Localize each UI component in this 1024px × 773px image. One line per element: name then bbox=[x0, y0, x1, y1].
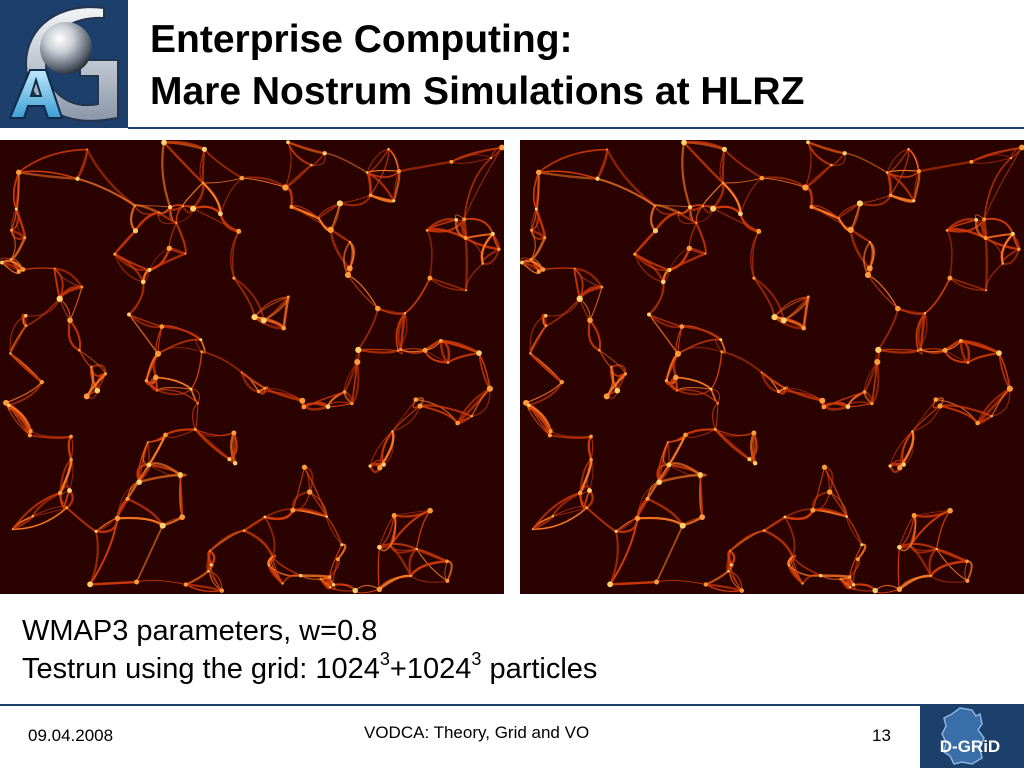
page-number: 13 bbox=[872, 726, 891, 745]
caption-line-1: WMAP3 parameters, w=0.8 bbox=[22, 615, 378, 647]
title-line-1: Enterprise Computing: bbox=[150, 18, 573, 61]
footer-divider bbox=[0, 704, 920, 706]
header-divider bbox=[128, 127, 1024, 129]
svg-text:D-GRiD: D-GRiD bbox=[940, 737, 1000, 756]
footer-date: 09.04.2008 bbox=[28, 726, 114, 745]
ag-logo bbox=[0, 0, 128, 128]
footer-title: VODCA: Theory, Grid and VO bbox=[364, 723, 590, 742]
title-line-2: Mare Nostrum Simulations at HLRZ bbox=[150, 70, 805, 113]
d-grid-logo: D-GRiD bbox=[920, 704, 1024, 768]
simulation-image-left bbox=[0, 140, 504, 594]
caption-line-2-prefix: Testrun using the grid: 1024 bbox=[22, 653, 380, 685]
exponent-2: 3 bbox=[471, 649, 482, 669]
slide-title: Enterprise Computing: Mare Nostrum Simul… bbox=[150, 14, 1010, 118]
exponent-1: 3 bbox=[379, 649, 390, 669]
caption-block: WMAP3 parameters, w=0.8 Testrun using th… bbox=[22, 612, 1012, 688]
caption-line-2: Testrun using the grid: 10243+10243 part… bbox=[22, 650, 1012, 688]
simulation-image-right bbox=[520, 140, 1024, 594]
caption-line-2-suffix: particles bbox=[481, 653, 598, 685]
caption-plus: +1024 bbox=[389, 653, 472, 685]
